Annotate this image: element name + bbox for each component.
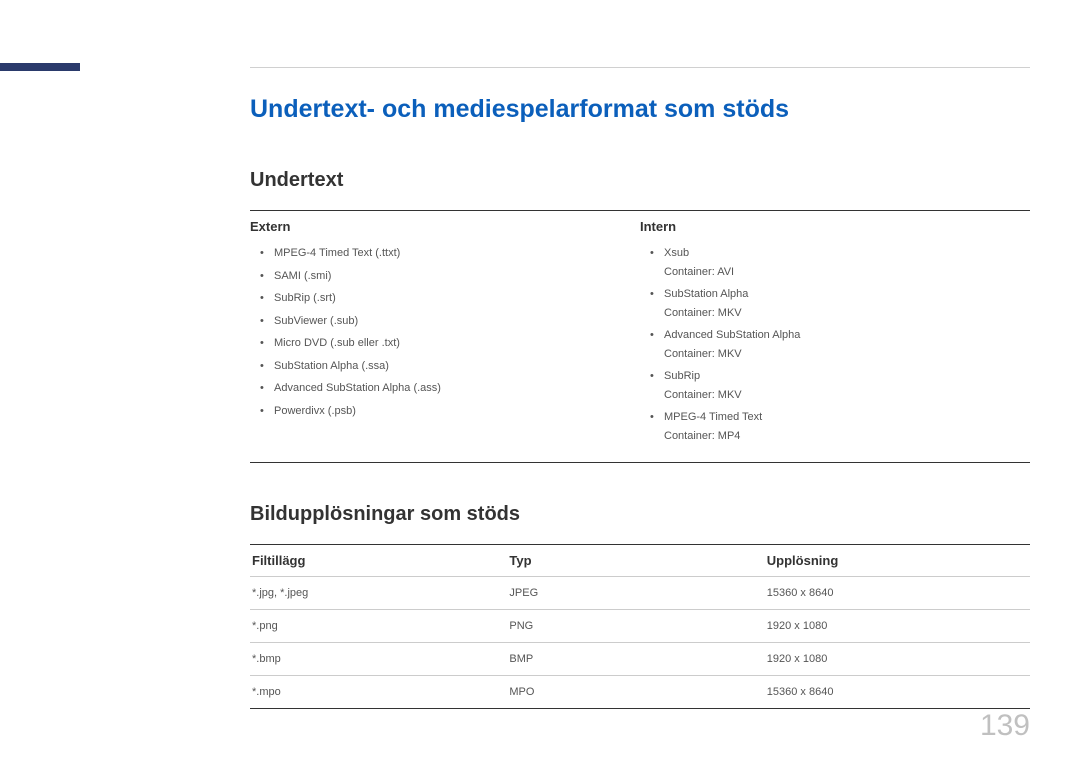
cell-type: JPEG [507, 577, 764, 610]
section-title-subtitle: Undertext [250, 169, 1030, 192]
intern-container: Container: MP4 [664, 426, 1030, 445]
table-row: *.png PNG 1920 x 1080 [250, 610, 1030, 643]
column-header-resolution: Upplösning [765, 545, 1030, 577]
intern-container: Container: AVI [664, 262, 1030, 281]
list-item: Advanced SubStation Alpha (.ass) [274, 377, 640, 400]
cell-type: PNG [507, 610, 764, 643]
image-resolution-table: Filtillägg Typ Upplösning *.jpg, *.jpeg … [250, 544, 1030, 709]
table-header-row: Filtillägg Typ Upplösning [250, 545, 1030, 577]
intern-name: SubStation Alpha [664, 288, 748, 300]
table-row: *.jpg, *.jpeg JPEG 15360 x 8640 [250, 577, 1030, 610]
list-item: SubStation Alpha (.ssa) [274, 355, 640, 378]
page-content: Undertext- och mediespelarformat som stö… [250, 95, 1030, 709]
cell-resolution: 15360 x 8640 [765, 676, 1030, 709]
page-number: 139 [980, 709, 1030, 743]
list-item: SubViewer (.sub) [274, 310, 640, 333]
list-item: SubRip Container: MKV [664, 365, 1030, 406]
intern-container: Container: MKV [664, 385, 1030, 404]
extern-list: MPEG-4 Timed Text (.ttxt) SAMI (.smi) Su… [250, 242, 640, 422]
list-item: Micro DVD (.sub eller .txt) [274, 332, 640, 355]
section-title-image: Bildupplösningar som stöds [250, 503, 1030, 526]
list-item: Advanced SubStation Alpha Container: MKV [664, 324, 1030, 365]
cell-extension: *.bmp [250, 643, 507, 676]
table-row: *.bmp BMP 1920 x 1080 [250, 643, 1030, 676]
intern-list: Xsub Container: AVI SubStation Alpha Con… [640, 242, 1030, 447]
list-item: Xsub Container: AVI [664, 242, 1030, 283]
cell-resolution: 1920 x 1080 [765, 643, 1030, 676]
divider [250, 67, 1030, 68]
cell-type: BMP [507, 643, 764, 676]
intern-name: Advanced SubStation Alpha [664, 329, 800, 341]
list-item: SAMI (.smi) [274, 265, 640, 288]
intern-name: MPEG-4 Timed Text [664, 411, 762, 423]
cell-resolution: 1920 x 1080 [765, 610, 1030, 643]
cell-extension: *.png [250, 610, 507, 643]
extern-header: Extern [250, 211, 640, 242]
cell-resolution: 15360 x 8640 [765, 577, 1030, 610]
list-item: SubRip (.srt) [274, 287, 640, 310]
column-header-type: Typ [507, 545, 764, 577]
intern-column: Intern Xsub Container: AVI SubStation Al… [640, 211, 1030, 462]
column-header-extension: Filtillägg [250, 545, 507, 577]
cell-extension: *.mpo [250, 676, 507, 709]
intern-container: Container: MKV [664, 344, 1030, 363]
intern-header: Intern [640, 211, 1030, 242]
list-item: MPEG-4 Timed Text Container: MP4 [664, 406, 1030, 447]
intern-container: Container: MKV [664, 303, 1030, 322]
subtitle-format-table: Extern MPEG-4 Timed Text (.ttxt) SAMI (.… [250, 210, 1030, 463]
intern-name: SubRip [664, 370, 700, 382]
extern-column: Extern MPEG-4 Timed Text (.ttxt) SAMI (.… [250, 211, 640, 462]
intern-name: Xsub [664, 247, 689, 259]
chapter-marker [0, 63, 80, 71]
cell-extension: *.jpg, *.jpeg [250, 577, 507, 610]
list-item: Powerdivx (.psb) [274, 400, 640, 423]
list-item: SubStation Alpha Container: MKV [664, 283, 1030, 324]
main-title: Undertext- och mediespelarformat som stö… [250, 95, 1030, 124]
cell-type: MPO [507, 676, 764, 709]
table-row: *.mpo MPO 15360 x 8640 [250, 676, 1030, 709]
list-item: MPEG-4 Timed Text (.ttxt) [274, 242, 640, 265]
